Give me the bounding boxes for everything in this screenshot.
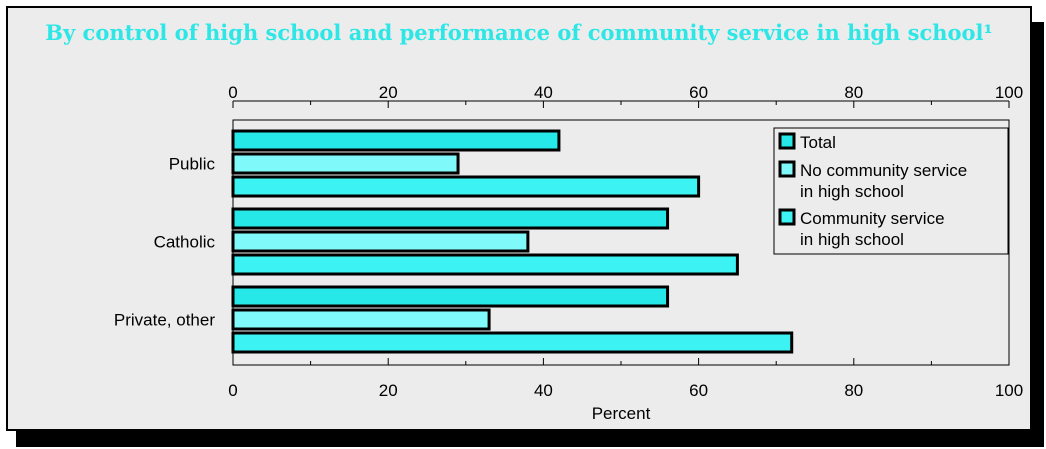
legend-label: Total (800, 133, 836, 152)
category-label: Private, other (114, 311, 215, 330)
bar (231, 175, 701, 198)
legend-label: No community service (800, 161, 967, 180)
bar (231, 308, 491, 331)
legend-label: Community service (800, 209, 945, 228)
bar (231, 253, 739, 276)
legend-swatch (778, 132, 796, 150)
bar (231, 207, 670, 230)
bottom-tick-label: 80 (844, 381, 863, 400)
bottom-tick-label: 100 (995, 381, 1023, 400)
top-tick-label: 100 (995, 83, 1023, 102)
bottom-tick-label: 40 (534, 381, 553, 400)
bar (231, 331, 794, 354)
top-tick-label: 40 (534, 83, 553, 102)
legend-label: in high school (800, 182, 904, 201)
legend-swatch (778, 160, 796, 178)
bar (231, 152, 460, 175)
category-label: Catholic (154, 233, 216, 252)
bottom-tick-label: 20 (379, 381, 398, 400)
legend-swatch (778, 208, 796, 226)
x-axis-title: Percent (592, 404, 651, 423)
top-tick-label: 20 (379, 83, 398, 102)
top-tick-label: 80 (844, 83, 863, 102)
top-tick-label: 60 (689, 83, 708, 102)
category-label: Public (169, 155, 216, 174)
legend-label: in high school (800, 230, 904, 249)
chart-title: By control of high school and performanc… (45, 20, 993, 45)
bottom-tick-label: 0 (228, 381, 237, 400)
bottom-tick-label: 60 (689, 381, 708, 400)
bar (231, 285, 670, 308)
bar (231, 129, 561, 152)
legend-box (773, 127, 1009, 255)
top-tick-label: 0 (228, 83, 237, 102)
bar (231, 230, 530, 253)
